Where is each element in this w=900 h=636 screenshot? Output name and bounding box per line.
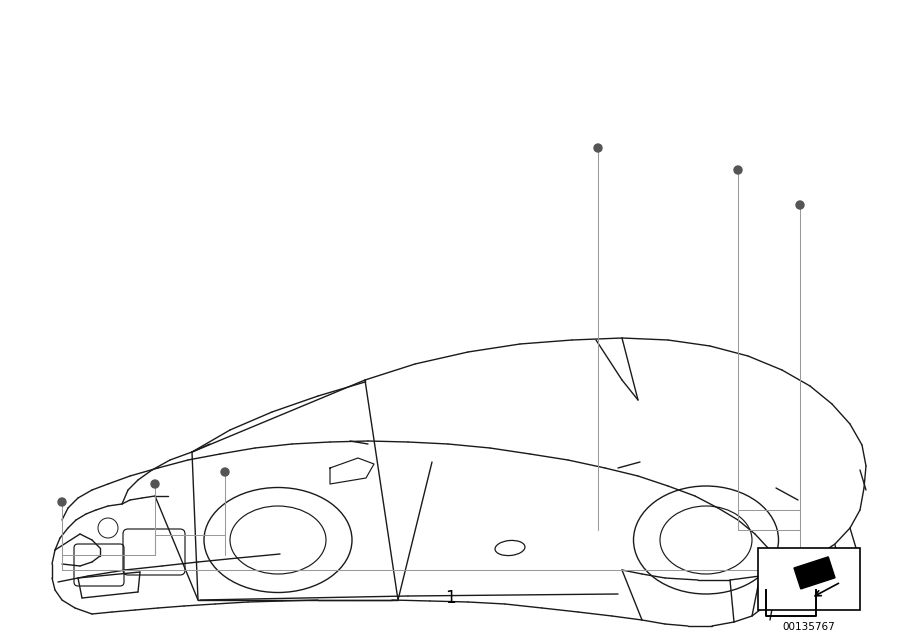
Circle shape (151, 480, 159, 488)
Circle shape (58, 498, 66, 506)
Text: 1: 1 (445, 589, 455, 607)
Bar (758, 548, 860, 610)
Text: 00135767: 00135767 (783, 622, 835, 632)
Circle shape (594, 144, 602, 152)
Circle shape (221, 468, 229, 476)
Circle shape (734, 166, 742, 174)
Circle shape (796, 201, 804, 209)
Bar (794, 557, 835, 589)
